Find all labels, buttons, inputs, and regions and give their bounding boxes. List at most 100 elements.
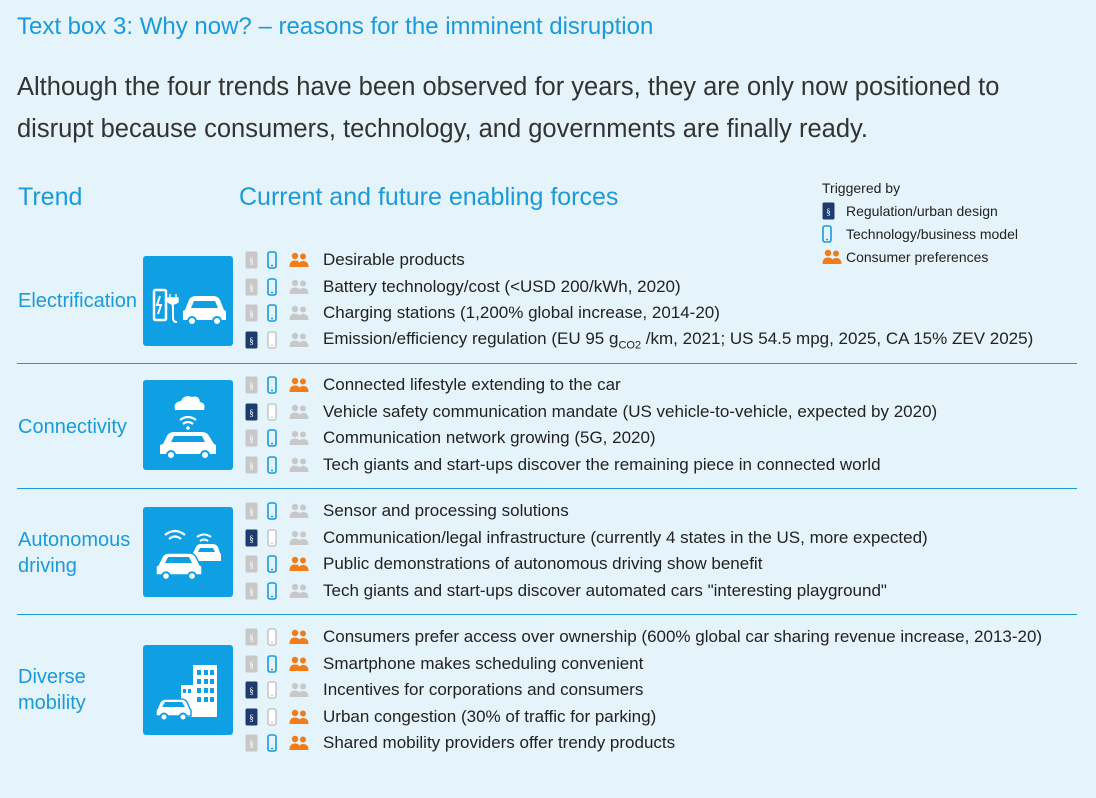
force-row: § Sensor and processing solutions	[245, 498, 569, 525]
trigger-icons: §	[245, 455, 323, 475]
people-icon	[289, 654, 311, 674]
smartphone-icon	[267, 733, 289, 753]
trend-label-line: driving	[18, 555, 77, 577]
trigger-icons: §	[245, 303, 323, 323]
trend-label-autonomous: Autonomous driving	[18, 527, 130, 579]
trigger-icons: §	[245, 250, 323, 270]
regulation-icon: §	[245, 680, 267, 700]
people-icon	[289, 375, 311, 395]
force-row: § Shared mobility providers offer trendy …	[245, 730, 675, 757]
force-text: Shared mobility providers offer trendy p…	[323, 733, 676, 753]
force-text: Smartphone makes scheduling convenient	[323, 653, 644, 673]
regulation-icon: §	[245, 654, 267, 674]
regulation-icon: §	[245, 375, 267, 395]
section-divider	[17, 614, 1077, 615]
force-text-part: Emission/efficiency regulation (EU 95 g	[323, 328, 619, 348]
force-row: § Tech giants and start-ups discover the …	[245, 452, 881, 479]
trigger-icons: §	[245, 277, 323, 297]
section-divider	[17, 363, 1077, 364]
regulation-icon: §	[245, 554, 267, 574]
regulation-icon: §	[245, 402, 267, 422]
smartphone-icon	[267, 501, 289, 521]
force-text: Emission/efficiency regulation (EU 95 gC…	[323, 329, 1033, 351]
forces-column-header: Current and future enabling forces	[239, 183, 619, 211]
svg-text:§: §	[249, 256, 254, 266]
autonomous-cars-icon	[143, 507, 233, 597]
svg-text:§: §	[249, 660, 254, 670]
svg-text:§: §	[249, 686, 254, 696]
trend-label-diverse-mobility: Diverse mobility	[18, 664, 86, 716]
smartphone-icon	[267, 581, 289, 601]
trend-label-line: Diverse	[18, 666, 86, 688]
city-buildings-car-icon	[143, 645, 233, 735]
connected-car-cloud-icon	[143, 380, 233, 470]
people-icon	[289, 402, 311, 422]
force-text: Urban congestion (30% of traffic for par…	[323, 706, 657, 726]
force-text: Tech giants and start-ups discover the r…	[323, 454, 881, 474]
legend-label-consumer: Consumer preferences	[846, 248, 989, 265]
force-row: § Tech giants and start-ups discover auto…	[245, 578, 887, 605]
smartphone-icon	[267, 375, 289, 395]
legend-item-regulation: § Regulation/urban design	[822, 199, 1018, 222]
people-icon	[289, 330, 311, 350]
regulation-icon: §	[245, 455, 267, 475]
svg-text:§: §	[249, 309, 254, 319]
force-text: Desirable products	[323, 250, 465, 270]
smartphone-icon	[267, 680, 289, 700]
legend-item-technology: Technology/business model	[822, 222, 1018, 245]
smartphone-icon	[267, 428, 289, 448]
svg-text:§: §	[249, 507, 254, 517]
force-text: Public demonstrations of autonomous driv…	[323, 554, 763, 574]
smartphone-icon	[267, 654, 289, 674]
people-icon	[289, 680, 311, 700]
force-row: § Incentives for corporations and consume…	[245, 677, 643, 704]
people-icon	[289, 303, 311, 323]
trend-label-electrification: Electrification	[18, 288, 137, 314]
force-text: Tech giants and start-ups discover autom…	[323, 580, 887, 600]
force-row: § Desirable products	[245, 247, 465, 274]
trigger-icons: §	[245, 581, 323, 601]
force-row: § Emission/efficiency regulation (EU 95 g…	[245, 327, 1033, 354]
people-icon	[289, 581, 311, 601]
trend-label-line: Autonomous	[18, 529, 131, 551]
people-icon	[289, 627, 311, 647]
legend-title: Triggered by	[822, 180, 901, 196]
svg-text:§: §	[249, 560, 254, 570]
regulation-icon: §	[245, 707, 267, 727]
force-row: § Public demonstrations of autonomous dri…	[245, 551, 762, 578]
smartphone-icon	[267, 277, 289, 297]
legend-label-technology: Technology/business model	[846, 225, 1018, 242]
charging-station-car-icon	[143, 256, 233, 346]
regulation-icon: §	[245, 428, 267, 448]
svg-text:§: §	[826, 207, 831, 217]
force-row: § Charging stations (1,200% global increa…	[245, 300, 720, 327]
trigger-icons: §	[245, 501, 323, 521]
svg-text:§: §	[249, 461, 254, 471]
trigger-icons: §	[245, 680, 323, 700]
trend-label-connectivity: Connectivity	[18, 414, 127, 440]
smartphone-icon	[267, 330, 289, 350]
svg-text:§: §	[249, 283, 254, 293]
force-text: Consumers prefer access over ownership (…	[323, 627, 1043, 647]
regulation-icon: §	[245, 627, 267, 647]
trend-column-header: Trend	[18, 183, 83, 211]
trigger-icons: §	[245, 428, 323, 448]
svg-text:§: §	[249, 739, 254, 749]
smartphone-icon	[822, 224, 846, 243]
force-row: § Communication network growing (5G, 2020…	[245, 425, 656, 452]
svg-text:§: §	[249, 587, 254, 597]
trigger-icons: §	[245, 654, 323, 674]
trend-label-line: Connectivity	[18, 416, 127, 438]
force-row: § Battery technology/cost (<USD 200/kWh, …	[245, 274, 681, 301]
section-divider	[17, 488, 1077, 489]
trigger-icons: §	[245, 402, 323, 422]
svg-text:§: §	[249, 336, 254, 346]
svg-text:§: §	[249, 713, 254, 723]
regulation-icon: §	[245, 581, 267, 601]
svg-text:§: §	[249, 633, 254, 643]
smartphone-icon	[267, 402, 289, 422]
trigger-icons: §	[245, 554, 323, 574]
trigger-icons: §	[245, 330, 323, 350]
people-icon	[289, 428, 311, 448]
force-row: § Communication/legal infrastructure (cur…	[245, 525, 928, 552]
